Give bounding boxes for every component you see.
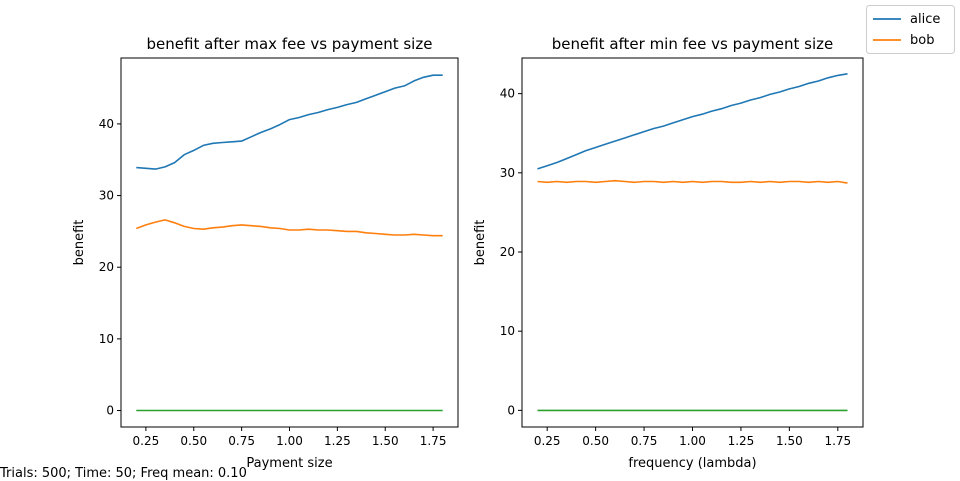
x-tick-label: 0.25 [534,434,561,448]
y-tick-label: 0 [106,404,114,418]
footnote: Trials: 500; Time: 50; Freq mean: 0.10 [0,466,247,481]
legend: alice bob [866,5,955,54]
x-tick-label: 1.25 [728,434,755,448]
y-tick-label: 20 [500,245,515,259]
y-tick-label: 30 [500,166,515,180]
series-line-bob [136,219,443,237]
x-tick-label: 1.50 [372,434,399,448]
x-tick-label: 0.50 [180,434,207,448]
series-line-alice [136,74,443,170]
x-tick-label: 1.75 [420,434,447,448]
axes-frame [120,57,459,428]
x-tick-label: 1.00 [276,434,303,448]
y-tick-label: 0 [507,403,515,417]
legend-box [866,5,955,54]
series-line-bob [537,179,848,184]
legend-label-alice: alice [910,12,940,27]
x-axis-label: Payment size [246,456,332,471]
x-tick-label: 1.25 [324,434,351,448]
y-axis-label: benefit [72,220,87,266]
y-tick-label: 30 [99,189,114,203]
y-tick-label: 20 [99,260,114,274]
x-tick-label: 0.75 [228,434,255,448]
y-axis-label: benefit [473,220,488,266]
chart-title: benefit after max fee vs payment size [147,35,433,53]
series-line-alice [537,73,848,170]
y-tick-label: 10 [99,332,114,346]
right-chart-panel: 0.25 0.50 0.75 1.00 1.25 1.50 1.75 0 10 20 30 40 ben… [473,35,864,471]
y-tick-label: 40 [99,117,114,131]
axes-frame [521,57,864,428]
x-tick-label: 1.50 [776,434,803,448]
legend-label-bob: bob [910,33,934,48]
chart-title: benefit after min fee vs payment size [552,35,834,53]
x-tick-label: 1.00 [679,434,706,448]
y-tick-label: 10 [500,324,515,338]
left-chart-panel: 0.25 0.50 0.75 1.00 1.25 1.50 1.75 0 10 20 30 40 ben… [72,35,459,471]
x-tick-label: 0.25 [133,434,160,448]
x-axis-label: frequency (lambda) [628,456,756,471]
x-tick-label: 1.75 [824,434,851,448]
y-tick-label: 40 [500,87,515,101]
x-tick-label: 0.75 [631,434,658,448]
x-tick-label: 0.50 [582,434,609,448]
